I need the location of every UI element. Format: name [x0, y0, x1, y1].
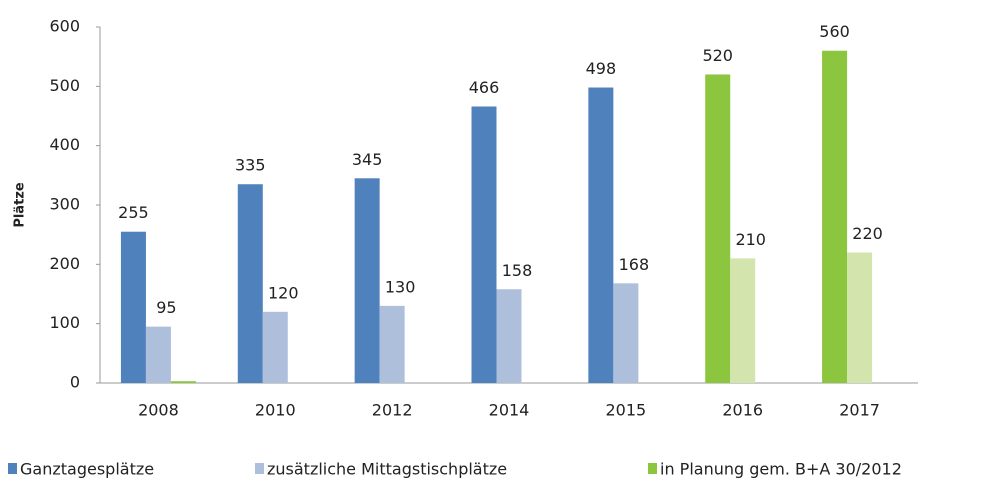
data-label: 158 [502, 261, 533, 280]
data-label: 520 [702, 46, 733, 65]
bar [145, 326, 171, 383]
data-label: 255 [118, 203, 149, 222]
data-label: 210 [735, 230, 766, 249]
legend-swatch [8, 463, 17, 474]
data-label: 335 [235, 156, 266, 175]
data-label: 345 [352, 150, 383, 169]
y-axis-label: Plätze [13, 182, 28, 228]
x-tick-label: 2010 [255, 401, 296, 420]
y-tick-label: 600 [49, 17, 80, 36]
bar [705, 74, 731, 383]
bar [120, 231, 146, 383]
data-label: 220 [852, 224, 883, 243]
y-tick-label: 200 [49, 254, 80, 273]
x-tick-label: 2017 [839, 401, 880, 420]
data-label: 560 [819, 22, 850, 41]
x-tick-label: 2008 [138, 401, 179, 420]
legend-label: zusätzliche Mittagstischplätze [267, 460, 507, 479]
data-label: 130 [385, 277, 416, 296]
bar [379, 305, 405, 383]
bar [354, 178, 380, 383]
y-tick-label: 500 [49, 76, 80, 95]
bar [471, 106, 497, 384]
legend-label: in Planung gem. B+A 30/2012 [660, 460, 902, 479]
bar [262, 311, 288, 383]
data-label: 120 [268, 283, 299, 302]
x-tick-label: 2014 [489, 401, 530, 420]
bar [822, 50, 848, 383]
y-tick-label: 300 [49, 195, 80, 214]
y-tick-label: 400 [49, 135, 80, 154]
x-tick-label: 2015 [605, 401, 646, 420]
bar [496, 289, 522, 383]
legend-swatch [255, 463, 264, 474]
legend-label: Ganztagesplätze [20, 460, 154, 479]
legend-swatch [648, 463, 657, 474]
data-label: 498 [586, 59, 617, 78]
y-tick-label: 0 [70, 373, 80, 392]
x-tick-label: 2016 [722, 401, 763, 420]
data-label: 168 [619, 255, 650, 274]
bar [588, 87, 614, 384]
bar [237, 184, 263, 383]
bar [730, 258, 756, 383]
x-tick-label: 2012 [372, 401, 413, 420]
bar [847, 252, 873, 383]
data-label: 466 [469, 78, 500, 97]
bar [613, 283, 639, 383]
y-tick-label: 100 [49, 313, 80, 332]
bar [170, 381, 196, 383]
data-label: 95 [156, 298, 176, 317]
